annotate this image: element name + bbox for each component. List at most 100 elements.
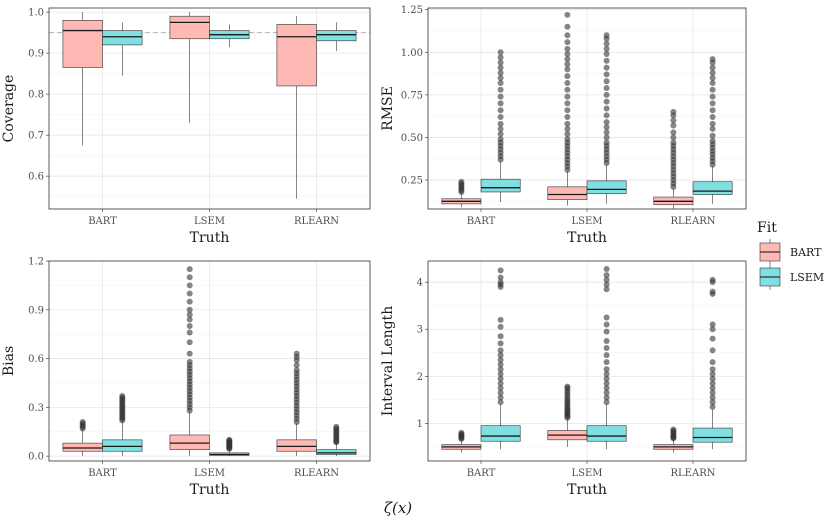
box-body [547,186,588,200]
outlier-point [497,385,504,392]
outlier-point [709,389,716,396]
outlier-point [603,272,610,279]
outlier-point [497,389,504,396]
legend-title: Fit [757,220,777,236]
outlier-point [497,316,504,323]
y-tick-label: 1.25 [401,5,423,16]
outlier-point [603,345,610,352]
outlier-point [709,399,716,406]
outlier-point [603,50,610,57]
box-lsem-lsem [209,24,250,47]
outlier-point [709,326,716,333]
outlier-point [709,114,716,121]
outlier-point [709,366,716,373]
outlier-point [564,120,571,127]
y-tick-label: 2 [417,372,423,383]
x-tick-label: LSEM [571,468,602,479]
box-lsem-rlearn [316,22,357,52]
box-bart-lsem [547,11,588,206]
x-tick-label: RLEARN [294,468,339,479]
outlier-point [293,350,300,357]
outlier-point [709,137,716,144]
outlier-point [497,64,504,71]
outlier-point [603,91,610,98]
outlier-point [497,352,504,359]
outlier-point [497,380,504,387]
outlier-point [603,64,610,71]
y-axis-title: Bias [1,346,17,376]
box-body [692,181,733,195]
x-axis-title: Truth [567,230,607,246]
outlier-point [497,366,504,373]
box-body [62,20,103,68]
outlier-point [186,358,193,365]
y-axis-title: Interval Length [380,306,396,417]
outlier-point [564,93,571,100]
outlier-point [186,282,193,289]
panel-border [427,7,747,210]
box-bart-bart [441,429,482,453]
panel-border [427,260,747,462]
outlier-point [603,389,610,396]
outlier-point [603,85,610,92]
outlier-point [186,298,193,305]
outlier-point [709,86,716,93]
legend-label-lsem: LSEM [790,271,824,284]
outlier-point [186,350,193,357]
box-lsem-rlearn [692,276,733,450]
outlier-point [497,114,504,121]
y-tick-label: 1.0 [28,8,44,19]
box-lsem-lsem [586,266,627,450]
x-tick-label: RLEARN [671,216,716,227]
box-bart-lsem [169,266,210,457]
x-axis-title: Truth [567,482,607,498]
box-body [316,449,357,455]
outlier-point [497,125,504,132]
x-tick-label: LSEM [194,216,225,227]
outlier-point [603,385,610,392]
y-tick-label: 0.25 [401,176,423,187]
outlier-point [603,266,610,272]
outlier-point [497,375,504,382]
box-body [316,30,357,42]
y-tick-label: 0.75 [401,90,423,101]
outlier-point [709,74,716,81]
outlier-point [497,394,504,401]
outlier-point [709,64,716,71]
outlier-point [603,399,610,406]
box-body [169,15,210,40]
outlier-point [458,178,465,185]
outlier-point [497,340,504,347]
outlier-point [186,323,193,330]
figure-bottom-label: ζ(x) [384,499,412,517]
box-body [276,439,317,452]
outlier-point [670,108,677,115]
outlier-point [564,114,571,121]
outlier-point [497,79,504,86]
outlier-point [603,375,610,382]
y-tick-label: 0.6 [28,172,44,183]
outlier-point [603,119,610,126]
outlier-point [603,328,610,335]
outlier-point [119,392,126,399]
outlier-point [709,107,716,114]
outlier-point [603,338,610,344]
outlier-point [186,290,193,297]
outlier-point [564,86,571,93]
box-lsem-bart [102,392,143,457]
box-lsem-rlearn [316,423,357,457]
panel-border [48,7,371,210]
outlier-point [497,361,504,368]
y-tick-label: 4 [417,278,423,289]
outlier-point [709,276,716,283]
box-lsem-rlearn [692,56,733,204]
y-tick-label: 0.9 [28,305,44,316]
x-tick-label: BART [88,216,117,227]
outlier-point [709,403,716,410]
outlier-point [603,129,610,136]
outlier-point [564,73,571,80]
outlier-point [709,380,716,387]
box-bart-rlearn [276,16,317,199]
legend-label-bart: BART [790,246,822,259]
box-lsem-lsem [586,32,627,204]
